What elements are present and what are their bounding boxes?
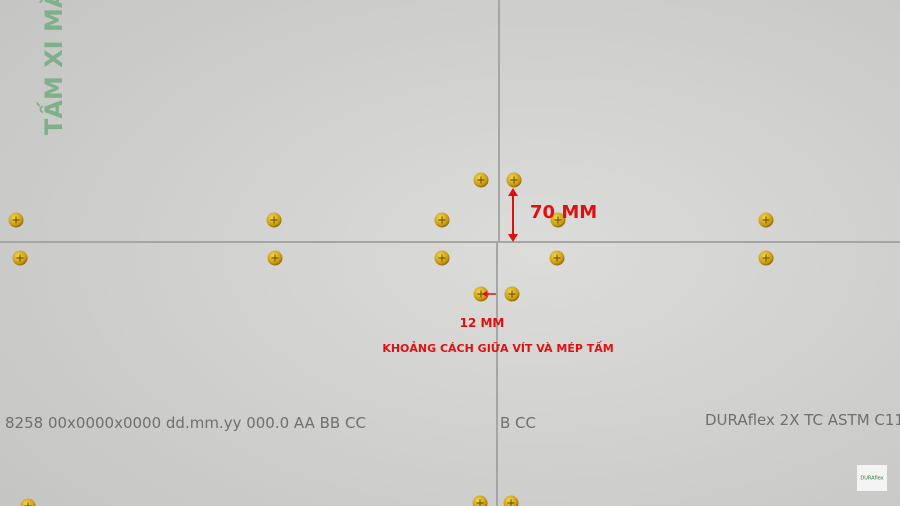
screw-slot: [510, 176, 518, 184]
screw-slot: [507, 499, 515, 506]
screws: [8, 172, 774, 506]
screw-slot: [508, 290, 516, 298]
logo: DURAflex: [860, 476, 883, 482]
logo-box: [857, 465, 887, 491]
dimension-label: 12 MM: [460, 316, 505, 330]
dimension-label: 70 MM: [530, 202, 597, 223]
panel-print: DURAflex 2X TC ASTM C11: [705, 411, 900, 429]
screw-slot: [438, 254, 446, 262]
screw-slot: [270, 216, 278, 224]
screw-slot: [553, 254, 561, 262]
screw-slot: [12, 216, 20, 224]
screw-slot: [271, 254, 279, 262]
screw-slot: [476, 499, 484, 506]
screw-slot: [762, 254, 770, 262]
screw-slot: [554, 216, 562, 224]
screw-slot: [24, 502, 32, 506]
screw-slot: [762, 216, 770, 224]
panel-print: 8258 00x0000x0000 dd.mm.yy 000.0 AA BB C…: [5, 414, 366, 432]
caption: KHOẢNG CÁCH GIỮA VÍT VÀ MÉP TẤM: [382, 340, 613, 355]
watermark: TẤM XI MĂN: [35, 0, 68, 135]
screw: [20, 498, 36, 506]
screw-slot: [438, 216, 446, 224]
panel-print: B CC: [500, 414, 536, 432]
screw-slot: [477, 176, 485, 184]
arrow-head: [482, 291, 487, 297]
screw-slot: [16, 254, 24, 262]
